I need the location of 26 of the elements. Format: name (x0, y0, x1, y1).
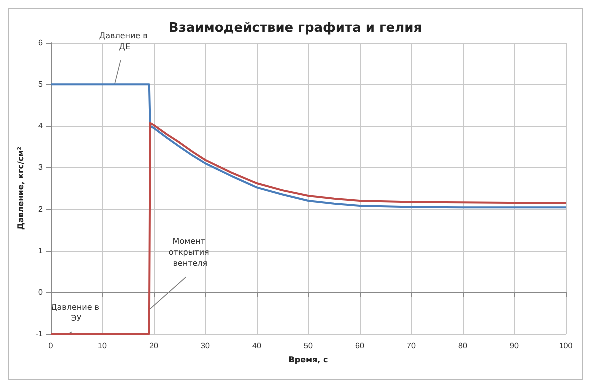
annotation: Давление в ДЕ (99, 32, 150, 52)
y-tick-label: 1 (38, 246, 44, 256)
y-tick-label: 6 (38, 38, 44, 48)
x-tick-label: 60 (356, 342, 365, 350)
x-tick-label: 70 (407, 342, 416, 350)
chart-title: Взаимодействие графита и гелия (168, 21, 422, 36)
x-tick-label: 10 (98, 342, 108, 350)
x-tick-label: 50 (304, 342, 314, 350)
x-axis-title: Время, с (288, 356, 329, 364)
x-tick-label: 80 (458, 342, 468, 350)
y-tick-label: -1 (36, 330, 44, 338)
x-tick-label: 100 (559, 342, 574, 350)
y-tick-label: 3 (38, 163, 44, 172)
y-tick-label: 4 (38, 122, 44, 131)
x-tick-label: 40 (252, 342, 262, 350)
line-series (50, 84, 567, 209)
x-tick-label: 0 (48, 342, 54, 350)
annotation: Момент открытия вентеля (168, 237, 212, 268)
y-tick-label: 5 (38, 80, 44, 90)
x-tick-label: 90 (510, 342, 520, 350)
x-tick-label: 30 (201, 342, 211, 350)
x-tick-label: 20 (150, 342, 160, 350)
y-axis-title: Давление, кгс/см² (16, 146, 26, 230)
y-tick-label: 2 (38, 204, 44, 214)
annotation: Давление в ЭУ (50, 303, 102, 323)
y-tick-label: 0 (38, 288, 44, 297)
